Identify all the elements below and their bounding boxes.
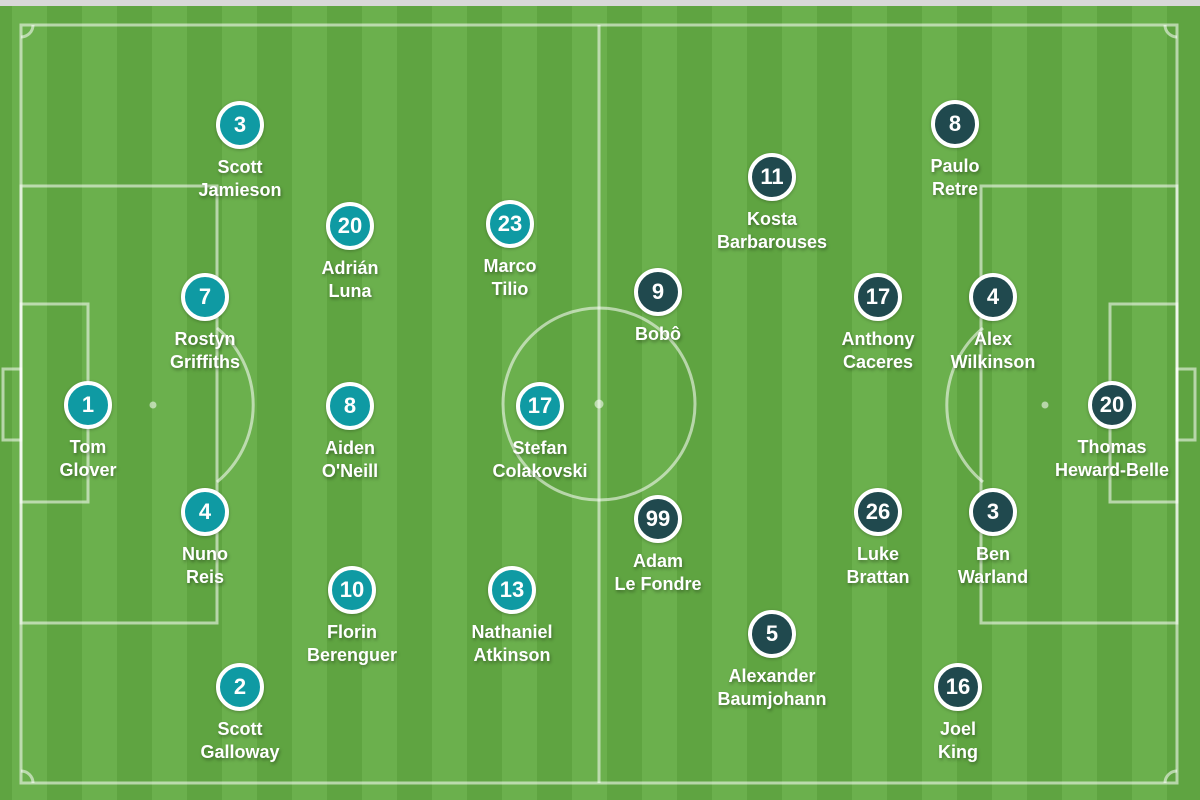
player-badge-away[interactable]: 4 — [969, 273, 1017, 321]
player-name: Tom Glover — [59, 437, 117, 480]
player-name: Bobô — [635, 324, 681, 344]
player-badge-home[interactable]: 20 — [326, 202, 374, 250]
player-name: Luke Brattan — [846, 544, 910, 587]
player-name: Thomas Heward-Belle — [1054, 437, 1170, 480]
player-badge-home[interactable]: 17 — [516, 382, 564, 430]
player-badge-home[interactable]: 8 — [326, 382, 374, 430]
top-bar — [0, 0, 1200, 6]
corner-arc-top-left — [20, 24, 35, 39]
player-badge-home[interactable]: 2 — [216, 663, 264, 711]
penalty-arc-left — [216, 326, 255, 484]
player-name: Nathaniel Atkinson — [471, 622, 553, 665]
player-badge-away[interactable]: 17 — [854, 273, 902, 321]
player-name: Kosta Barbarouses — [716, 209, 828, 252]
player-name: Florin Berenguer — [306, 622, 398, 665]
player-badge-away[interactable]: 16 — [934, 663, 982, 711]
corner-arc-bottom-left — [20, 769, 35, 784]
player-name: Joel King — [938, 719, 978, 762]
player-badge-home[interactable]: 23 — [486, 200, 534, 248]
center-spot — [594, 399, 604, 409]
player-badge-away[interactable]: 99 — [634, 495, 682, 543]
player-name: Adrián Luna — [321, 258, 379, 301]
player-badge-home[interactable]: 7 — [181, 273, 229, 321]
player-badge-away[interactable]: 3 — [969, 488, 1017, 536]
penalty-arc-right — [945, 326, 984, 484]
player-name: Paulo Retre — [930, 156, 980, 199]
player-name: Nuno Reis — [182, 544, 228, 587]
player-badge-home[interactable]: 10 — [328, 566, 376, 614]
player-name: Marco Tilio — [483, 256, 537, 299]
player-name: Rostyn Griffiths — [170, 329, 240, 372]
player-name: Alex Wilkinson — [950, 329, 1036, 372]
player-badge-away[interactable]: 26 — [854, 488, 902, 536]
penalty-spot-left — [149, 401, 157, 409]
player-badge-home[interactable]: 4 — [181, 488, 229, 536]
player-name: Ben Warland — [957, 544, 1029, 587]
center-circle — [501, 306, 697, 502]
player-name: Alexander Baumjohann — [717, 666, 827, 709]
goal-right — [1175, 367, 1197, 442]
player-badge-away[interactable]: 9 — [634, 268, 682, 316]
player-badge-home[interactable]: 13 — [488, 566, 536, 614]
player-name: Stefan Colakovski — [492, 438, 588, 481]
player-name: Adam Le Fondre — [614, 551, 702, 594]
player-badge-home[interactable]: 3 — [216, 101, 264, 149]
goal-left — [1, 367, 23, 442]
player-badge-away[interactable]: 11 — [748, 153, 796, 201]
corner-arc-top-right — [1163, 24, 1178, 39]
player-name: Scott Galloway — [200, 719, 280, 762]
player-badge-away[interactable]: 20 — [1088, 381, 1136, 429]
player-badge-home[interactable]: 1 — [64, 381, 112, 429]
player-name: Aiden O'Neill — [321, 438, 379, 481]
penalty-spot-right — [1041, 401, 1049, 409]
corner-arc-bottom-right — [1163, 769, 1178, 784]
player-name: Scott Jamieson — [198, 157, 282, 200]
player-name: Anthony Caceres — [841, 329, 915, 372]
player-badge-away[interactable]: 8 — [931, 100, 979, 148]
player-badge-away[interactable]: 5 — [748, 610, 796, 658]
